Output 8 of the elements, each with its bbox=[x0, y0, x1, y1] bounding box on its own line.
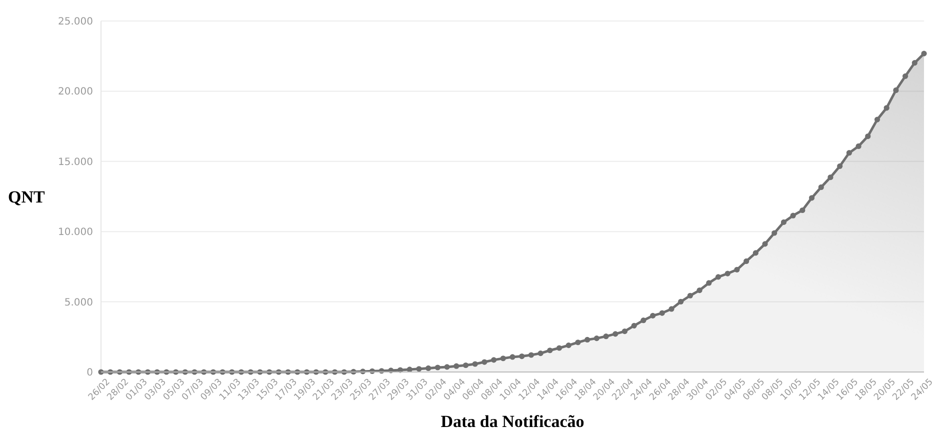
x-axis-title: Data da Notificacão bbox=[440, 412, 584, 431]
y-tick-label: 5.000 bbox=[64, 297, 93, 308]
y-axis-title: QNT bbox=[8, 187, 46, 206]
y-tick-label: 25.000 bbox=[58, 16, 93, 28]
y-tick-label: 15.000 bbox=[58, 156, 93, 168]
y-tick-label: 0 bbox=[86, 368, 93, 378]
y-tick-label: 20.000 bbox=[58, 86, 93, 98]
y-tick-label: 10.000 bbox=[58, 227, 93, 238]
